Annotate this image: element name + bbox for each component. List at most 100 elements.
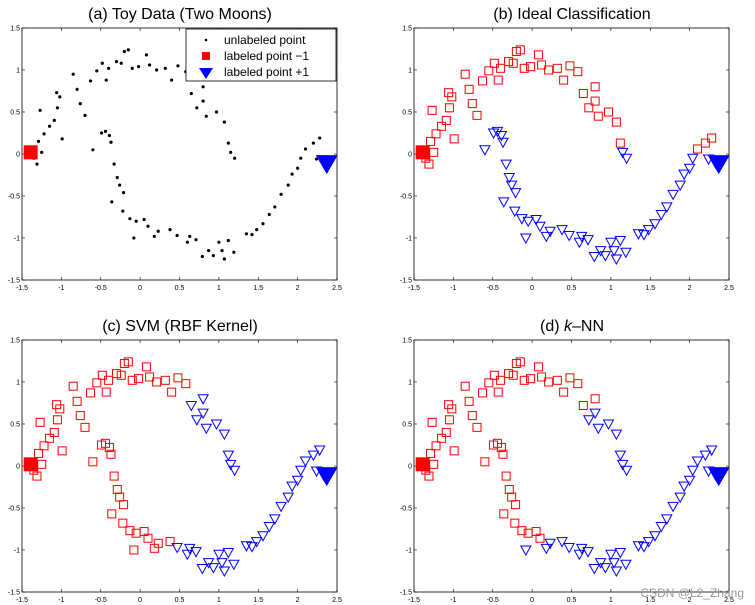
data-point: [255, 228, 259, 232]
data-point: [122, 49, 126, 54]
square-marker-negative: [496, 375, 506, 385]
triangle-marker-positive: [227, 559, 240, 571]
triangle-marker-positive: [222, 548, 235, 559]
triangle-marker-positive: [218, 429, 231, 441]
data-point: [233, 156, 237, 160]
data-point: [222, 257, 226, 261]
labeled-point-positive: [707, 155, 729, 175]
data-point: [107, 133, 112, 138]
triangle-marker-positive: [563, 542, 575, 554]
square-marker-negative: [429, 147, 439, 157]
x-tick-label: -1.5: [408, 597, 420, 604]
triangle-marker-positive: [540, 231, 553, 243]
square-marker-negative: [426, 448, 436, 458]
triangle-marker-positive: [683, 163, 696, 175]
triangle-marker-positive: [594, 558, 607, 569]
data-point: [200, 254, 204, 259]
y-tick-label: -0.5: [8, 506, 20, 513]
triangle-marker-positive: [207, 563, 220, 574]
legend-marker-unlabeled: [204, 38, 208, 42]
triangle-marker-positive: [660, 202, 673, 213]
data-point: [229, 150, 233, 154]
triangle-marker-positive: [516, 214, 528, 225]
data-point: [195, 106, 199, 110]
x-tick-label: 1: [609, 285, 613, 292]
y-tick-label: 0.5: [402, 110, 412, 117]
square-marker-negative: [484, 66, 494, 76]
data-point: [55, 91, 59, 95]
triangle-marker-positive: [505, 180, 518, 192]
data-point: [112, 162, 116, 166]
triangle-marker-positive: [291, 475, 304, 487]
x-tick-label: 0: [138, 285, 142, 292]
triangle-marker-positive: [610, 429, 623, 441]
triangle-marker-positive: [605, 237, 617, 249]
square-marker-negative: [565, 373, 575, 383]
x-tick-label: 1: [217, 597, 221, 604]
y-tick-label: -1: [406, 548, 412, 555]
square-marker-negative: [519, 375, 529, 385]
square-marker-negative: [590, 82, 600, 92]
triangle-marker-positive: [216, 558, 228, 569]
square-marker-negative: [444, 400, 454, 410]
data-point: [217, 240, 221, 244]
square-marker-negative: [700, 138, 710, 148]
square-marker-negative: [519, 63, 529, 73]
triangle-marker-positive: [508, 206, 521, 218]
triangle-marker-positive: [649, 531, 661, 542]
x-tick-label: 2: [296, 597, 300, 604]
data-point: [83, 113, 87, 117]
x-tick-label: -1.5: [408, 285, 420, 292]
data-point: [118, 183, 122, 187]
square-marker-negative: [604, 107, 614, 117]
y-tick-label: 1.5: [402, 26, 412, 33]
triangle-marker-positive: [171, 542, 183, 554]
square-marker-negative: [427, 417, 437, 427]
triangle-marker-positive: [181, 549, 194, 561]
x-tick-label: 2.5: [332, 285, 342, 292]
data-point: [130, 66, 134, 70]
panel-a: (a) Toy Data (Two Moons) -1.5 -1 -0.5 0 0.5 1…: [8, 6, 342, 292]
square-marker-negative: [165, 537, 175, 547]
square-marker-negative: [517, 526, 527, 536]
data-point: [142, 217, 146, 222]
square-marker-negative: [112, 369, 121, 379]
axis-ticks-d: -1.5 -1 -0.5 0 0.5 1 1.5 2 2.5 -1.5 -1 -0.5 0 0.5 1 1.5: [400, 338, 734, 605]
data-point: [121, 191, 126, 195]
square-marker-negative: [489, 58, 499, 68]
chart-title-b: (b) Ideal Classification: [493, 6, 650, 23]
square-marker-negative: [441, 115, 451, 125]
legend-label-negative: labeled point −1: [224, 49, 309, 63]
data-point: [168, 228, 172, 232]
square-marker-negative: [573, 379, 583, 389]
triangle-marker-positive: [228, 465, 241, 477]
data-point: [36, 139, 41, 143]
labeled-point-negative: [23, 457, 38, 472]
square-marker-negative: [152, 377, 162, 387]
labeled-point-negative: [23, 145, 38, 160]
axis-ticks-c: -1.5 -1 -0.5 0 0.5 1 1.5 2 2.5 -1.5 -1 -0.5 0 0.5 1 1.5: [8, 338, 342, 605]
data-point: [146, 224, 150, 228]
square-marker-negative: [449, 134, 459, 144]
triangle-marker-positive: [263, 521, 276, 533]
square-marker-negative: [484, 378, 494, 388]
square-marker-negative: [496, 63, 506, 73]
triangle-marker-positive: [540, 543, 553, 555]
square-marker-negative: [552, 375, 562, 385]
square-marker-negative: [153, 538, 163, 548]
x-tick-label: 2.5: [724, 597, 734, 604]
y-tick-label: 0.5: [10, 110, 20, 117]
y-tick-label: 1.5: [10, 338, 20, 345]
square-marker-negative: [424, 159, 434, 169]
data-point: [290, 172, 294, 176]
triangle-marker-positive: [642, 225, 655, 236]
triangle-marker-positive: [667, 501, 679, 513]
data-point: [88, 79, 93, 83]
y-tick-label: 1: [16, 68, 20, 75]
legend-label-unlabeled: unlabeled point: [224, 33, 306, 47]
chart-title-d-k: k: [564, 318, 573, 335]
data-point: [211, 254, 215, 258]
x-tick-label: -0.5: [95, 597, 107, 604]
square-marker-negative: [472, 422, 482, 432]
data-point: [214, 110, 219, 114]
